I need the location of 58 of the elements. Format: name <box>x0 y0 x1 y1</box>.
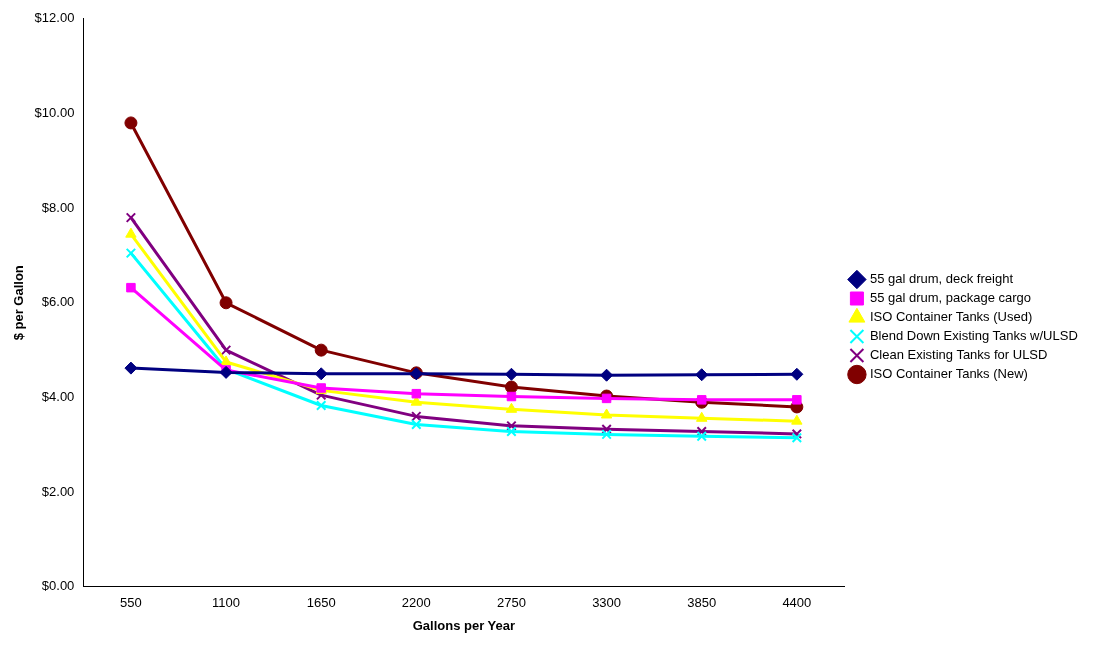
point <box>601 429 612 440</box>
point <box>126 282 136 293</box>
legend-label: 55 gal drum, deck freight <box>869 271 1014 287</box>
x-tick-label: 4400 <box>782 595 812 611</box>
point <box>696 395 707 405</box>
point <box>125 247 137 259</box>
point <box>506 391 517 402</box>
legend-label: Clean Existing Tanks for ULSD <box>869 347 1048 363</box>
point <box>124 116 138 130</box>
y-tick-label: $12.00 <box>34 10 75 26</box>
point <box>695 368 709 382</box>
point <box>411 388 422 399</box>
y-tick-label: $6.00 <box>41 294 75 310</box>
y-tick-label: $4.00 <box>41 389 75 405</box>
x-tick-label: 2750 <box>496 595 526 611</box>
point <box>696 431 707 442</box>
point <box>314 343 328 357</box>
point <box>601 423 612 435</box>
legend-label: ISO Container Tanks (New) <box>869 366 1028 382</box>
point <box>600 368 614 382</box>
point <box>219 365 233 379</box>
y-tick-label: $10.00 <box>34 105 75 121</box>
point <box>315 400 327 411</box>
point <box>411 411 422 422</box>
point <box>220 344 232 356</box>
point <box>696 411 708 422</box>
x-axis-title: Gallons per Year <box>412 617 516 633</box>
point <box>790 367 804 381</box>
legend-label: ISO Container Tanks (Used) <box>869 309 1033 325</box>
point <box>219 296 233 310</box>
point <box>124 361 138 375</box>
point <box>125 227 137 238</box>
point <box>791 414 803 425</box>
point <box>411 419 422 430</box>
point <box>220 355 232 366</box>
point <box>506 426 517 437</box>
x-tick-label: 3850 <box>687 595 717 611</box>
legend-label: 55 gal drum, package cargo <box>869 290 1032 306</box>
x-tick-label: 3300 <box>592 595 622 611</box>
point <box>792 395 802 405</box>
point <box>601 393 612 404</box>
x-tick-label: 1650 <box>306 595 336 611</box>
point <box>314 367 328 381</box>
point <box>506 420 517 432</box>
y-tick-label: $0.00 <box>41 578 75 594</box>
point <box>504 380 518 394</box>
legend-label: Blend Down Existing Tanks w/ULSD <box>869 328 1078 344</box>
point <box>505 402 518 413</box>
y-axis-title: $ per Gallon <box>11 265 27 341</box>
point <box>791 432 803 443</box>
x-tick-label: 1100 <box>212 595 241 611</box>
point <box>600 408 613 419</box>
point <box>504 367 518 381</box>
x-tick-label: 2200 <box>401 595 431 611</box>
y-tick-label: $2.00 <box>41 483 75 499</box>
point <box>125 212 137 223</box>
x-tick-label: 550 <box>120 595 142 611</box>
y-tick-label: $8.00 <box>41 199 75 215</box>
